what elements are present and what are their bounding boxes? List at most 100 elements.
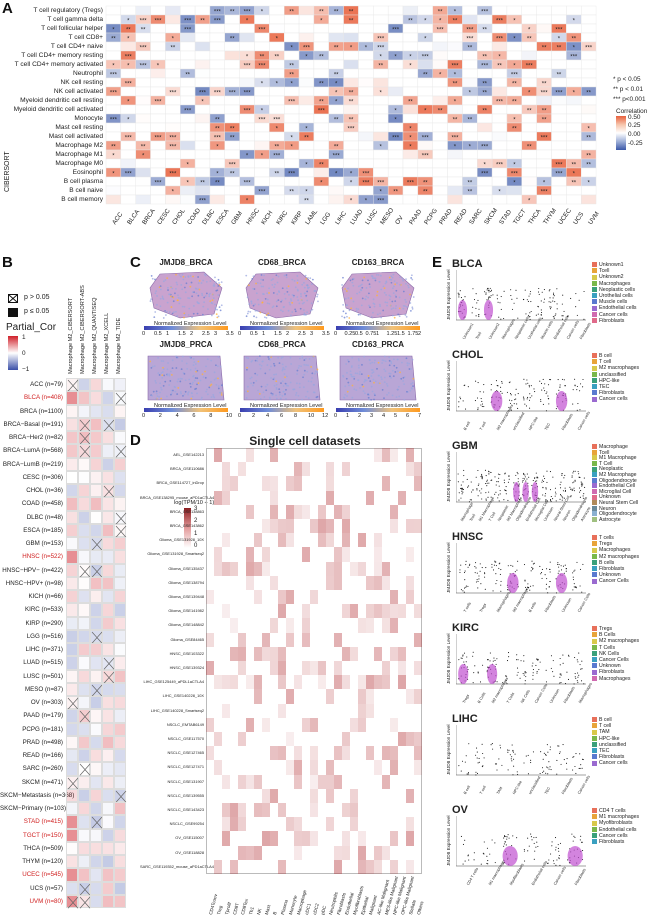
legend-swatch: [592, 839, 597, 845]
panel-a-cell: [209, 149, 225, 160]
panel-a-cell: [194, 122, 211, 133]
panel-a-cell: [343, 77, 359, 88]
panel-b-cell: [90, 735, 102, 749]
panel-d-row-label: Glioma_GSE135437: [168, 565, 204, 571]
panel-a-star: **: [512, 100, 517, 106]
panel-d-cell: [262, 717, 270, 732]
panel-a-cell: [239, 95, 255, 106]
panel-a-star: *: [142, 154, 145, 160]
panel-a-cell: [269, 131, 285, 142]
panel-a-star: *: [290, 46, 293, 52]
panel-a-star: ***: [140, 19, 148, 25]
panel-a-cell: [358, 77, 374, 88]
panel-a-cell: [180, 149, 196, 160]
panel-a-row-label: Macrophage M1: [55, 151, 103, 158]
panel-a-cell: [506, 131, 523, 142]
panel-a-star: ***: [541, 136, 549, 142]
panel-a-star: **: [542, 118, 547, 124]
panel-d-cell: [406, 689, 414, 704]
panel-d-cell: [350, 817, 358, 832]
panel-e-cancer-name: BLCA: [452, 258, 483, 270]
panel-a-cell: [135, 122, 151, 133]
panel-a-cell: [298, 23, 315, 34]
panel-d-cell: [326, 476, 334, 491]
legend-swatch: [592, 717, 597, 723]
panel-b-cell: [114, 881, 126, 895]
panel-b-cell: [102, 828, 114, 842]
panel-d-cell: [326, 760, 334, 775]
legend-label: Neoplastic cells: [599, 286, 636, 293]
panel-a-star: ***: [555, 163, 563, 169]
panel-d-cell: [222, 604, 230, 619]
legend-label: Tregs: [599, 541, 613, 548]
panel-b-cell: [78, 669, 90, 683]
panel-e-legend-item: Neoplastic: [592, 466, 623, 472]
panel-e-legend-item: M2 macrophages: [592, 638, 639, 644]
panel-b-cell: [78, 629, 90, 643]
expression-colorbar: [240, 326, 324, 330]
panel-a-cell: [373, 131, 389, 142]
panel-a-cell: [432, 167, 448, 178]
panel-e-violin-plot: [456, 361, 586, 412]
panel-a-cell: [165, 122, 181, 133]
colorbar-tick: 0.75: [365, 331, 377, 337]
panel-a-cell: [387, 68, 404, 79]
panel-a-cell: [462, 131, 478, 142]
panel-a-cell: [239, 167, 255, 178]
panel-b-row-label: BRCA (n=1100): [19, 407, 63, 415]
panel-a-star: ***: [362, 172, 370, 178]
panel-e-legend-item: Endothelial Cell: [592, 483, 635, 489]
legend-swatch: [592, 500, 597, 506]
panel-a-cell: [432, 113, 448, 124]
panel-b-cell: [102, 881, 114, 895]
panel-a-star: **: [482, 91, 487, 97]
panel-a-star: *: [320, 181, 323, 187]
panel-a-cell: [298, 95, 315, 106]
panel-d-cell: [286, 618, 294, 633]
panel-b-cell: [78, 510, 90, 524]
panel-a-row-label: T cell CD4+ naive: [50, 43, 103, 50]
panel-e-legend-item: Fibroblasts: [592, 839, 624, 845]
panel-a-cell: [402, 185, 419, 196]
panel-a-cell: [491, 140, 508, 151]
panel-a-star: *: [573, 172, 576, 178]
panel-b-row-label: THCA (n=509): [23, 844, 63, 852]
panel-a-cell: [120, 122, 136, 133]
panel-d-cell: [294, 504, 302, 519]
panel-b-cell: [66, 855, 78, 869]
panel-b-cell: [114, 802, 126, 816]
panel-a-cell: [477, 176, 493, 187]
panel-d-cell: [238, 462, 246, 477]
panel-a-cell: [432, 95, 448, 106]
legend-swatch: [592, 657, 597, 663]
panel-d-cell: [294, 760, 302, 775]
panel-b-cell: [78, 815, 90, 829]
panel-d-colorbar: [184, 508, 191, 548]
legend-label: NK Cells: [599, 650, 620, 657]
panel-a-star: **: [260, 55, 265, 61]
panel-a-cell: [254, 14, 270, 25]
panel-b-cell: [90, 855, 102, 869]
panel-d-cell: [406, 575, 414, 590]
panel-e-legend-item: Cancer cells: [592, 312, 628, 318]
panel-d-cell: [278, 746, 286, 761]
legend-label: T cells: [599, 535, 614, 541]
panel-a-star: *: [587, 181, 590, 187]
legend-label: Urothelial cells: [599, 293, 633, 299]
legend-swatch: [592, 353, 597, 359]
panel-d-row-label: NSCLC_GSE139555: [167, 792, 204, 798]
colorbar-tick: 4: [382, 413, 386, 419]
panel-b-row-label: MESO (n=87): [25, 685, 63, 693]
legend-swatch: [592, 663, 597, 669]
panel-a-star: ***: [273, 154, 281, 160]
panel-a-star: ***: [333, 154, 341, 160]
panel-a-cell: [521, 14, 537, 25]
panel-a-cell: [387, 32, 404, 43]
panel-a-cell: [239, 185, 255, 196]
panel-a-cell: [105, 158, 122, 169]
panel-d-cell: [406, 732, 414, 747]
panel-a-star: *: [543, 181, 546, 187]
panel-a-star: *: [276, 127, 279, 133]
panel-d-cell: [374, 533, 382, 548]
panel-b-cell: [102, 457, 114, 471]
